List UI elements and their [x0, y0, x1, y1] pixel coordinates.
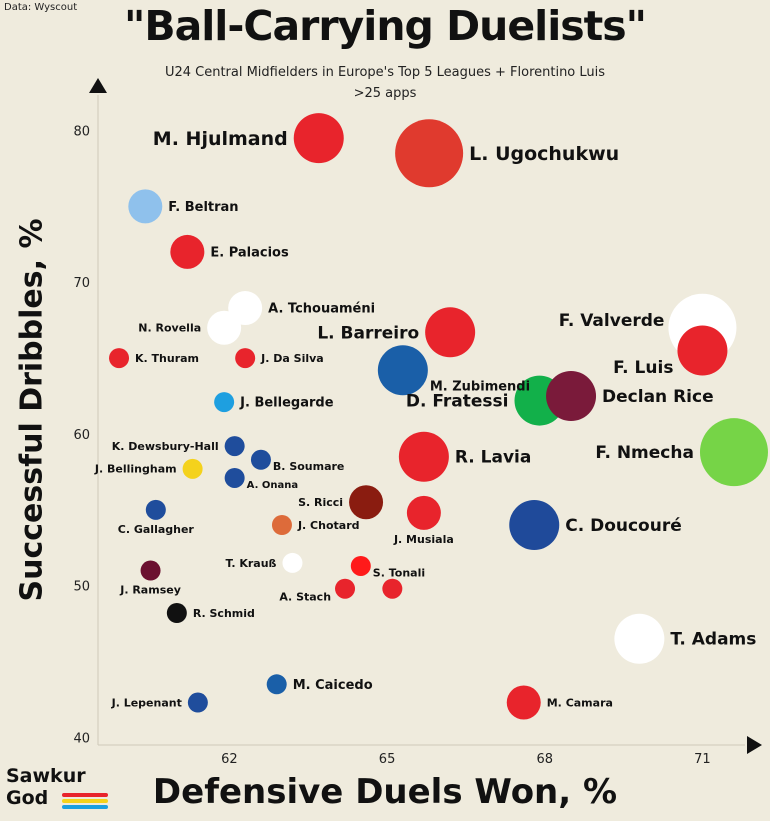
- data-point: [109, 348, 130, 369]
- x-tick-label: 62: [221, 752, 238, 767]
- x-axis-label: Defensive Duels Won, %: [152, 772, 618, 812]
- point-label: A. Tchouaméni: [268, 302, 375, 317]
- data-point: [395, 119, 464, 188]
- point-label: J. Chotard: [297, 519, 360, 532]
- point-label: A. Stach: [279, 590, 331, 603]
- data-point: [207, 310, 242, 345]
- y-tick-label: 60: [73, 428, 90, 443]
- point-label: R. Lavia: [455, 448, 531, 468]
- data-point: [406, 495, 441, 530]
- point-label: F. Luis: [613, 358, 673, 378]
- point-label: T. Krauß: [226, 557, 277, 570]
- sawkur-god-logo: Sawkur God: [6, 765, 116, 817]
- data-point: [187, 692, 208, 713]
- logo-line-1: Sawkur: [6, 765, 86, 787]
- x-tick-label: 68: [536, 752, 553, 767]
- point-label: F. Valverde: [559, 311, 665, 331]
- point-label: T. Adams: [670, 630, 756, 650]
- point-label: L. Ugochukwu: [469, 143, 619, 165]
- point-label: K. Thuram: [135, 352, 199, 365]
- point-label: J. Lepenant: [111, 696, 182, 709]
- chart-subtitle: U24 Central Midfielders in Europe's Top …: [164, 65, 606, 80]
- data-point: [214, 392, 235, 413]
- data-point: [509, 500, 560, 550]
- point-label: M. Caicedo: [293, 678, 373, 693]
- point-label: C. Doucouré: [565, 516, 682, 536]
- point-label: A. Onana: [247, 480, 298, 491]
- point-label: C. Gallagher: [118, 523, 195, 536]
- y-tick-label: 50: [73, 580, 90, 595]
- logo-stripe: [62, 793, 108, 797]
- y-axis-arrow: [89, 78, 107, 93]
- y-axis-label: Successful Dribbles, %: [14, 218, 50, 602]
- point-label: M. Camara: [547, 696, 613, 709]
- point-label: Declan Rice: [602, 387, 714, 407]
- point-label: N. Rovella: [138, 322, 201, 335]
- data-point: [145, 499, 166, 520]
- chart-subtitle-apps: >25 apps: [353, 86, 417, 101]
- logo-stripe: [62, 805, 108, 809]
- data-point: [377, 345, 428, 396]
- data-point: [425, 307, 476, 358]
- x-axis-arrow: [747, 736, 762, 754]
- y-tick-label: 70: [73, 276, 90, 291]
- data-point: [349, 485, 384, 520]
- data-point: [293, 113, 344, 164]
- point-label: L. Barreiro: [317, 323, 419, 343]
- point-label: E. Palacios: [210, 245, 289, 260]
- data-point: [677, 325, 728, 376]
- data-point: [235, 348, 256, 369]
- data-point: [250, 449, 271, 470]
- data-point: [546, 371, 597, 422]
- data-point: [271, 515, 292, 535]
- data-point: [128, 189, 163, 224]
- data-point: [182, 458, 203, 479]
- data-point: [699, 418, 768, 487]
- data-point: [398, 431, 449, 482]
- point-label: F. Nmecha: [595, 443, 694, 463]
- point-label: M. Zubimendi: [430, 379, 530, 394]
- y-tick-label: 80: [73, 125, 90, 140]
- point-label: M. Hjulmand: [153, 128, 288, 150]
- data-point: [224, 436, 245, 457]
- data-point: [282, 552, 303, 573]
- point-label: J. Da Silva: [260, 352, 324, 365]
- data-point: [266, 674, 287, 695]
- data-point: [506, 685, 541, 720]
- point-label: D. Fratessi: [406, 392, 509, 412]
- data-point: [170, 234, 205, 269]
- logo-stripes: [62, 793, 108, 811]
- chart-title: "Ball-Carrying Duelists": [123, 2, 647, 50]
- point-label: F. Beltran: [168, 200, 238, 215]
- point-label: R. Schmid: [193, 607, 255, 620]
- point-label: K. Dewsbury-Hall: [112, 440, 219, 453]
- data-source: Data: Wyscout: [4, 2, 78, 13]
- data-point: [614, 613, 665, 664]
- point-label: J. Bellingham: [94, 463, 177, 476]
- data-point: [166, 603, 187, 623]
- point-label: J. Ramsey: [119, 584, 181, 597]
- y-tick-label: 40: [73, 731, 90, 746]
- point-label: S. Ricci: [298, 496, 343, 509]
- point-label: S. Tonali: [373, 566, 425, 579]
- data-point: [140, 560, 161, 581]
- data-point: [224, 467, 245, 488]
- data-point: [382, 578, 403, 599]
- logo-line-2: God: [6, 787, 49, 809]
- data-point: [335, 578, 356, 599]
- point-label: B. Soumare: [273, 460, 344, 473]
- point-label: J. Bellegarde: [239, 396, 334, 411]
- x-tick-label: 71: [694, 752, 711, 767]
- logo-stripe: [62, 799, 108, 803]
- point-label: J. Musiala: [393, 533, 454, 546]
- data-point: [350, 555, 371, 576]
- x-tick-label: 65: [379, 752, 396, 767]
